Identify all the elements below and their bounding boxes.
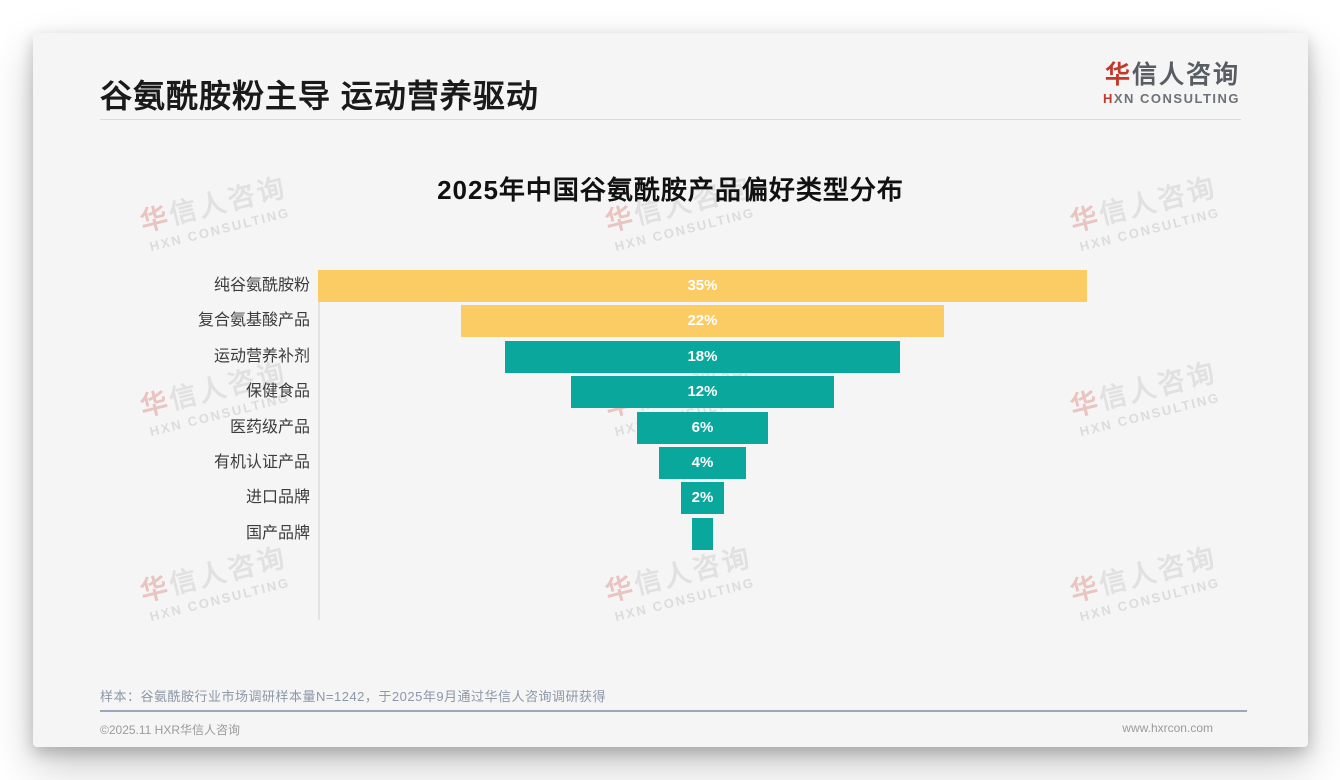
category-label-8: 国产品牌 (245, 524, 310, 542)
website-url: www.hxrcon.com (1122, 721, 1213, 735)
bar-value-label: 2% (691, 489, 714, 507)
funnel-bar-3: 18% (504, 340, 901, 373)
funnel-chart: 纯谷氨酰胺粉 35% 复合氨基酸产品 22% 运动营养补剂 18% 保健食品 12% 医药级产品… (33, 33, 1308, 747)
category-label-5: 医药级产品 (229, 418, 310, 436)
bar-value-label: 12% (687, 383, 718, 401)
funnel-bar-5: 6% (636, 411, 769, 444)
logo-chinese-text: 华信人咨询 (1104, 61, 1240, 89)
category-label-6: 有机认证产品 (213, 454, 310, 471)
bar-value-label: 4% (691, 454, 714, 471)
bar-value-label: 18% (687, 347, 718, 365)
category-label-2: 复合氨基酸产品 (197, 312, 310, 330)
bar-value-label: 35% (687, 277, 718, 294)
y-axis-line (318, 270, 320, 620)
chart-title: 2025年中国谷氨酰胺产品偏好类型分布 (437, 175, 904, 205)
funnel-bar-4: 12% (570, 376, 835, 409)
category-label-7: 进口品牌 (245, 489, 310, 507)
category-label-4: 保健食品 (245, 383, 310, 401)
funnel-bar-2: 22% (460, 305, 945, 338)
slide-card: 华信人咨询 HXN CONSULTING 华信人咨询 HXN CONSULTING 华信… (33, 33, 1308, 747)
funnel-bar-7: 2% (680, 482, 725, 515)
copyright-text: ©2025.11 HXR华信人咨询 (100, 723, 240, 737)
bar-value-label: 22% (687, 312, 718, 330)
funnel-bar-1: 35% (318, 270, 1087, 302)
funnel-bar-8 (691, 517, 714, 550)
logo-english-text: HXN CONSULTING (1102, 91, 1240, 106)
footer-divider (100, 710, 1247, 712)
sample-note: 样本：谷氨酰胺行业市场调研样本量N=1242，于2025年9月通过华信人咨询调研… (100, 689, 607, 704)
funnel-bar-6: 4% (658, 447, 747, 479)
category-label-3: 运动营养补剂 (213, 347, 310, 365)
bar-value-label: 6% (691, 418, 714, 436)
header-divider (100, 119, 1241, 120)
category-label-1: 纯谷氨酰胺粉 (213, 277, 310, 294)
page-title: 谷氨酰胺粉主导 运动营养驱动 (100, 78, 539, 114)
company-logo: 华信人咨询 HXN CONSULTING (1103, 55, 1240, 106)
